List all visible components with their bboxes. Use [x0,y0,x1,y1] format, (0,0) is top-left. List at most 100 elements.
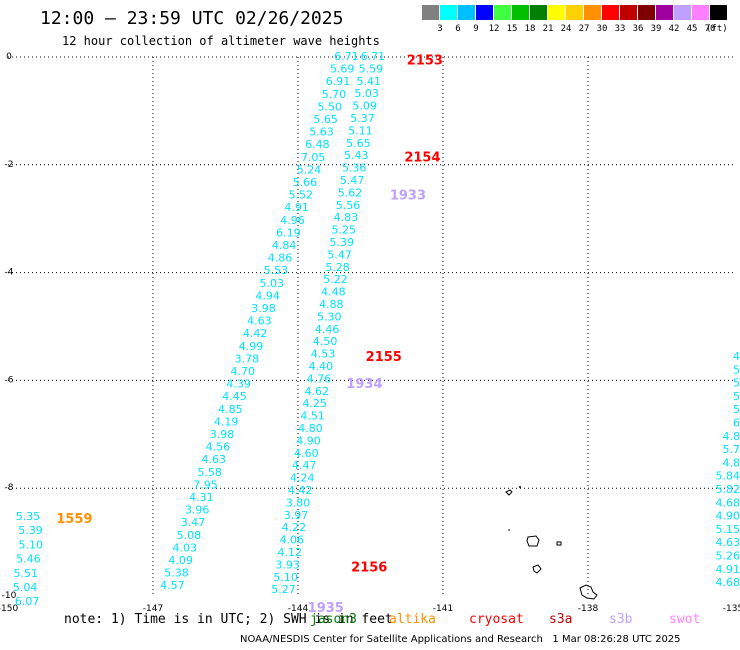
color-swatch [476,5,493,20]
wave-height-value: 4.12 [277,546,302,559]
wave-height-value: 4.76 [307,372,332,385]
color-swatch [710,5,727,20]
wave-height-value: 5.56 [336,199,361,212]
wave-height-value: 4.46 [315,323,340,336]
wave-height-value: 4.8 [723,456,740,469]
wave-height-value: 4.25 [302,397,327,410]
color-swatch [512,5,529,20]
lat-tick-label: -8 [5,483,14,493]
color-scale-label: 70 [704,24,716,34]
color-scale-label: 12 [488,24,500,34]
wave-height-value: 4.68 [716,496,740,509]
wave-height-value: 5.03 [260,277,285,290]
wave-height-value: 3.97 [284,509,309,522]
wave-height-value: 4.85 [218,403,243,416]
color-swatch [674,5,691,20]
color-swatch [692,5,709,20]
pass-label: 2154 [404,151,440,166]
wave-height-value: 4.84 [272,239,297,252]
wave-height-value: 5.62 [338,186,363,199]
wave-height-value: 5.39 [18,524,43,537]
island-outlines [505,486,598,600]
wave-height-value: 4.8 [723,430,740,443]
wave-height-value: 5.47 [327,248,352,261]
color-scale-label: 42 [668,24,680,34]
color-scale-label: 6 [455,24,461,34]
lon-tick-label: -144 [288,604,309,614]
wave-height-value: 5.10 [273,571,298,584]
color-scale-label: 18 [524,24,536,34]
wave-height-value: 5 [733,403,740,416]
wave-height-value: 5 [733,363,740,376]
wave-height-value: 3.93 [275,558,300,571]
lat-tick-label: -4 [5,268,14,278]
wave-height-value: 4.42 [243,327,268,340]
wave-height-value: 4.39 [226,378,251,391]
wave-height-value: 5.30 [317,310,342,323]
wave-height-value: 3.80 [286,496,311,509]
pass-label: 1934 [346,377,382,392]
color-swatch [458,5,475,20]
wave-height-value: 4.80 [298,422,323,435]
wave-height-value: 5.08 [177,529,202,542]
wave-height-value: 5 [733,377,740,390]
wave-height-value: 4.51 [300,410,325,423]
wave-height-value: 5.52 [289,189,314,202]
wave-height-value: 4.70 [231,365,256,378]
wave-height-value: 4.03 [173,541,198,554]
wave-height-value: 4.63 [202,453,227,466]
pass-label: 1559 [56,512,92,527]
island-outline [505,489,513,496]
color-scale-label: 21 [542,24,554,34]
footer-credit: NOAA/NESDIS Center for Satellite Applica… [240,634,681,645]
color-scale-label: 33 [614,24,626,34]
satellite-cryosat: cryosat [469,612,524,627]
page-subtitle: 12 hour collection of altimeter wave hei… [62,34,380,48]
wave-height-value: 4.19 [214,415,239,428]
island-outline [532,564,542,574]
wave-height-value: 5.27 [271,583,296,596]
wave-height-value: 5.47 [340,174,365,187]
wave-height-value: 6.91 [326,75,351,88]
wave-height-value: 3.98 [251,302,276,315]
lon-tick-label: -138 [578,604,599,614]
wave-height-value: 4.31 [189,491,214,504]
wave-height-value: 4.40 [309,360,334,373]
wave-height-value: 5.41 [357,75,382,88]
wave-height-value: 5.65 [313,113,338,126]
wave-height-value: 5.84 [716,470,740,483]
wave-height-value: 4.83 [334,211,359,224]
footer-timestamp: 1 Mar 08:26:28 UTC 2025 [552,634,681,645]
wave-height-value: 5.35 [16,510,41,523]
color-swatch [656,5,673,20]
legend-note: note: 1) Time is in UTC; 2) SWH is in fe… [64,612,393,627]
wave-height-value: 4.68 [716,576,740,589]
wave-height-value: 5.15 [716,523,740,536]
wave-height-value: 4.53 [311,348,336,361]
wave-height-value: 5.37 [350,112,375,125]
color-scale-label: 36 [632,24,644,34]
wave-height-value: 4.57 [160,579,185,592]
pass-label: 2155 [366,350,402,365]
wave-height-value: 4.56 [206,441,231,454]
wave-height-value: 5.59 [359,62,384,75]
lon-tick-label: -135 [723,604,740,614]
wave-height-value: 5.25 [332,224,357,237]
wave-height-value: 5.70 [322,88,347,101]
wave-height-value: 4.06 [280,534,305,547]
wave-height-value: 4.90 [296,434,321,447]
color-swatch [440,5,457,20]
wave-height-value: 5 [733,390,740,403]
wave-height-value: 4.24 [290,472,315,485]
island-outline [519,486,521,488]
wave-height-value: 5.43 [344,149,369,162]
wave-height-value: 6 [733,417,740,430]
wave-height-value: 5.36 [342,162,367,175]
wave-height-value: 3.47 [181,516,206,529]
color-swatch [620,5,637,20]
wave-height-value: 4.62 [305,385,330,398]
wave-height-value: 5.7 [723,443,740,456]
wave-height-value: 7.05 [301,151,326,164]
wave-height-value: 4.99 [239,340,264,353]
